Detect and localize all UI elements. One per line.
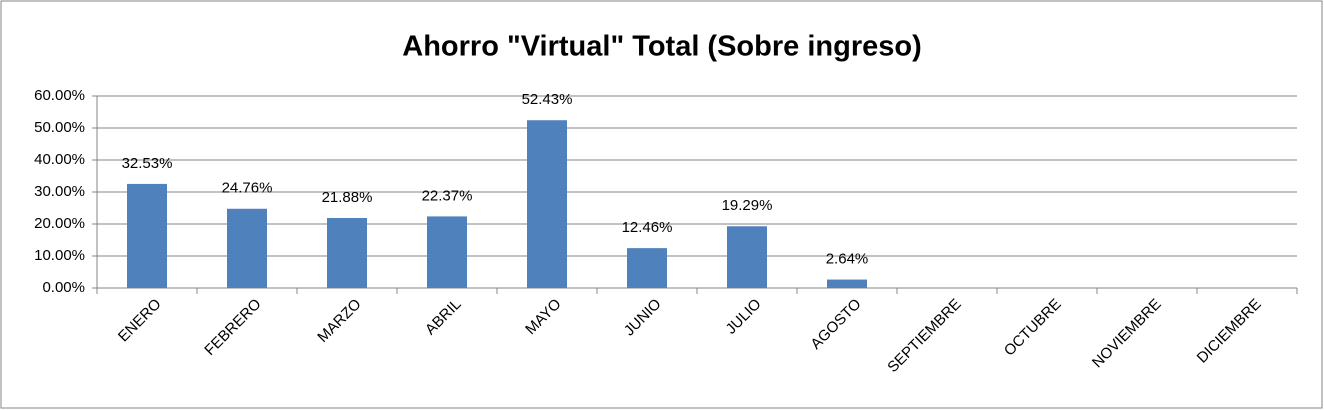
y-tick-label: 60.00% — [34, 87, 85, 104]
data-label: 24.76% — [222, 180, 273, 197]
data-label: 52.43% — [522, 91, 573, 108]
bar — [127, 183, 167, 288]
bar — [627, 248, 667, 288]
y-tick-label: 50.00% — [34, 119, 85, 136]
data-label: 2.64% — [826, 251, 869, 268]
bar — [327, 217, 367, 288]
bar — [427, 216, 467, 288]
y-tick-label: 10.00% — [34, 247, 85, 264]
bar — [827, 279, 867, 288]
data-label: 19.29% — [722, 197, 773, 214]
y-tick-label: 0.00% — [42, 279, 85, 296]
data-label: 21.88% — [322, 189, 373, 206]
y-tick-label: 40.00% — [34, 151, 85, 168]
chart-title: Ahorro "Virtual" Total (Sobre ingreso) — [402, 31, 921, 63]
data-label: 32.53% — [122, 155, 173, 172]
y-tick-label: 30.00% — [34, 183, 85, 200]
y-tick-label: 20.00% — [34, 215, 85, 232]
bar — [527, 120, 567, 288]
data-label: 22.37% — [422, 187, 473, 204]
bar — [727, 226, 767, 288]
data-label: 12.46% — [622, 219, 673, 236]
bar — [227, 208, 267, 288]
